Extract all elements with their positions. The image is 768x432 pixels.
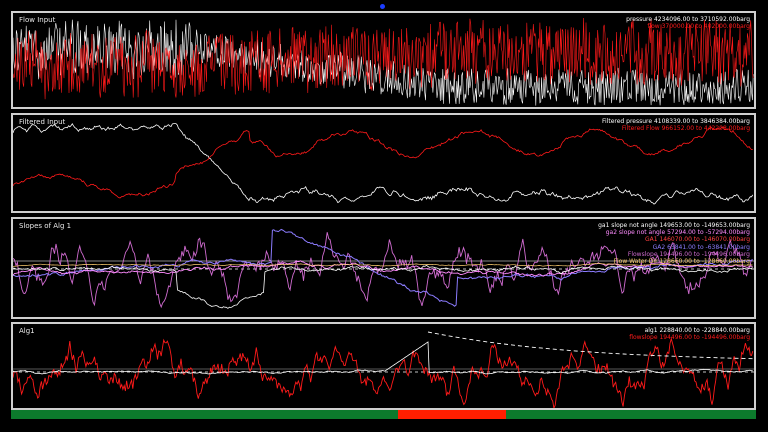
panel-slopes-alg1: Slopes of Alg 1 ga1 slope not angle 1496…	[11, 217, 756, 319]
alg1-trace	[13, 341, 753, 375]
panel-title: Flow Input	[19, 16, 56, 24]
panel-title: Alg1	[19, 327, 35, 335]
ga1-slope-trace	[13, 264, 753, 309]
time-cursor-handle[interactable]	[380, 4, 385, 9]
legend-filtered-input: Filtered pressure 4108339.00 to 3846384.…	[602, 118, 750, 132]
legend-entry-ga1-slope: ga1 slope not angle 149653.00 to -149653…	[598, 222, 750, 229]
status-segment-normal	[506, 410, 756, 419]
legend-entry-flowslope: flowslope 194496.00 to -194496.00barg	[629, 334, 750, 342]
panel-title: Slopes of Alg 1	[19, 222, 72, 230]
ga1-trace	[13, 260, 753, 277]
plot-flow-input	[13, 17, 754, 106]
legend-flow-input: pressure 4234096.00 to 3710592.00barg fl…	[626, 16, 750, 30]
status-segment-alarm	[398, 410, 507, 419]
legend-entry-flowslope: Flowslope 194496.00 to -194496.00barg	[627, 250, 750, 258]
legend-entry-ga1: GA1 146070.00 to -146070.00barg	[644, 236, 750, 244]
flowslope-trace	[13, 337, 754, 408]
legend-entry-flow: flow 370000.00 to 402000.00barg	[647, 23, 750, 31]
alarm-status-bar	[11, 410, 756, 419]
legend-entry-filtered-flow: Filtered Flow 966152.00 to 442208.00barg	[621, 125, 750, 133]
legend-entry-flow-water-dir: Flow Water Dir 128660.00 to -128660.00ba…	[613, 258, 750, 266]
flow-water-dir-trace	[13, 263, 753, 268]
flowslope-trace	[13, 232, 753, 309]
pressure-trace	[13, 19, 754, 106]
legend-entry-ga2: GA2 63841.00 to -63841.00barg	[652, 243, 750, 251]
status-segment-normal	[11, 410, 399, 419]
legend-alg1: alg1 228840.00 to -228840.00barg flowslo…	[629, 327, 750, 341]
legend-entry-alg1: alg1 228840.00 to -228840.00barg	[644, 327, 750, 334]
alg1-envelope	[427, 331, 754, 360]
legend-entry-filtered-pressure: Filtered pressure 4108339.00 to 3846384.…	[602, 118, 750, 125]
filtered-pressure-trace	[13, 123, 754, 205]
plot-alg1	[13, 331, 754, 408]
panel-flow-input: Flow Input pressure 4234096.00 to 371059…	[11, 11, 756, 109]
flow-trace	[13, 17, 754, 100]
filtered-flow-trace	[13, 126, 753, 199]
legend-entry-ga2-slope: ga2 slope not angle 57294.00 to -57294.0…	[605, 229, 750, 237]
legend-entry-pressure: pressure 4234096.00 to 3710592.00barg	[626, 16, 750, 23]
panel-alg1: Alg1 alg1 228840.00 to -228840.00barg fl…	[11, 322, 756, 410]
panel-filtered-input: Filtered Input Filtered pressure 4108339…	[11, 113, 756, 213]
legend-slopes-alg1: ga1 slope not angle 149653.00 to -149653…	[598, 222, 750, 265]
panel-title: Filtered Input	[19, 118, 66, 126]
plot-filtered-input	[13, 123, 754, 205]
plot-slopes-alg1	[13, 228, 754, 309]
